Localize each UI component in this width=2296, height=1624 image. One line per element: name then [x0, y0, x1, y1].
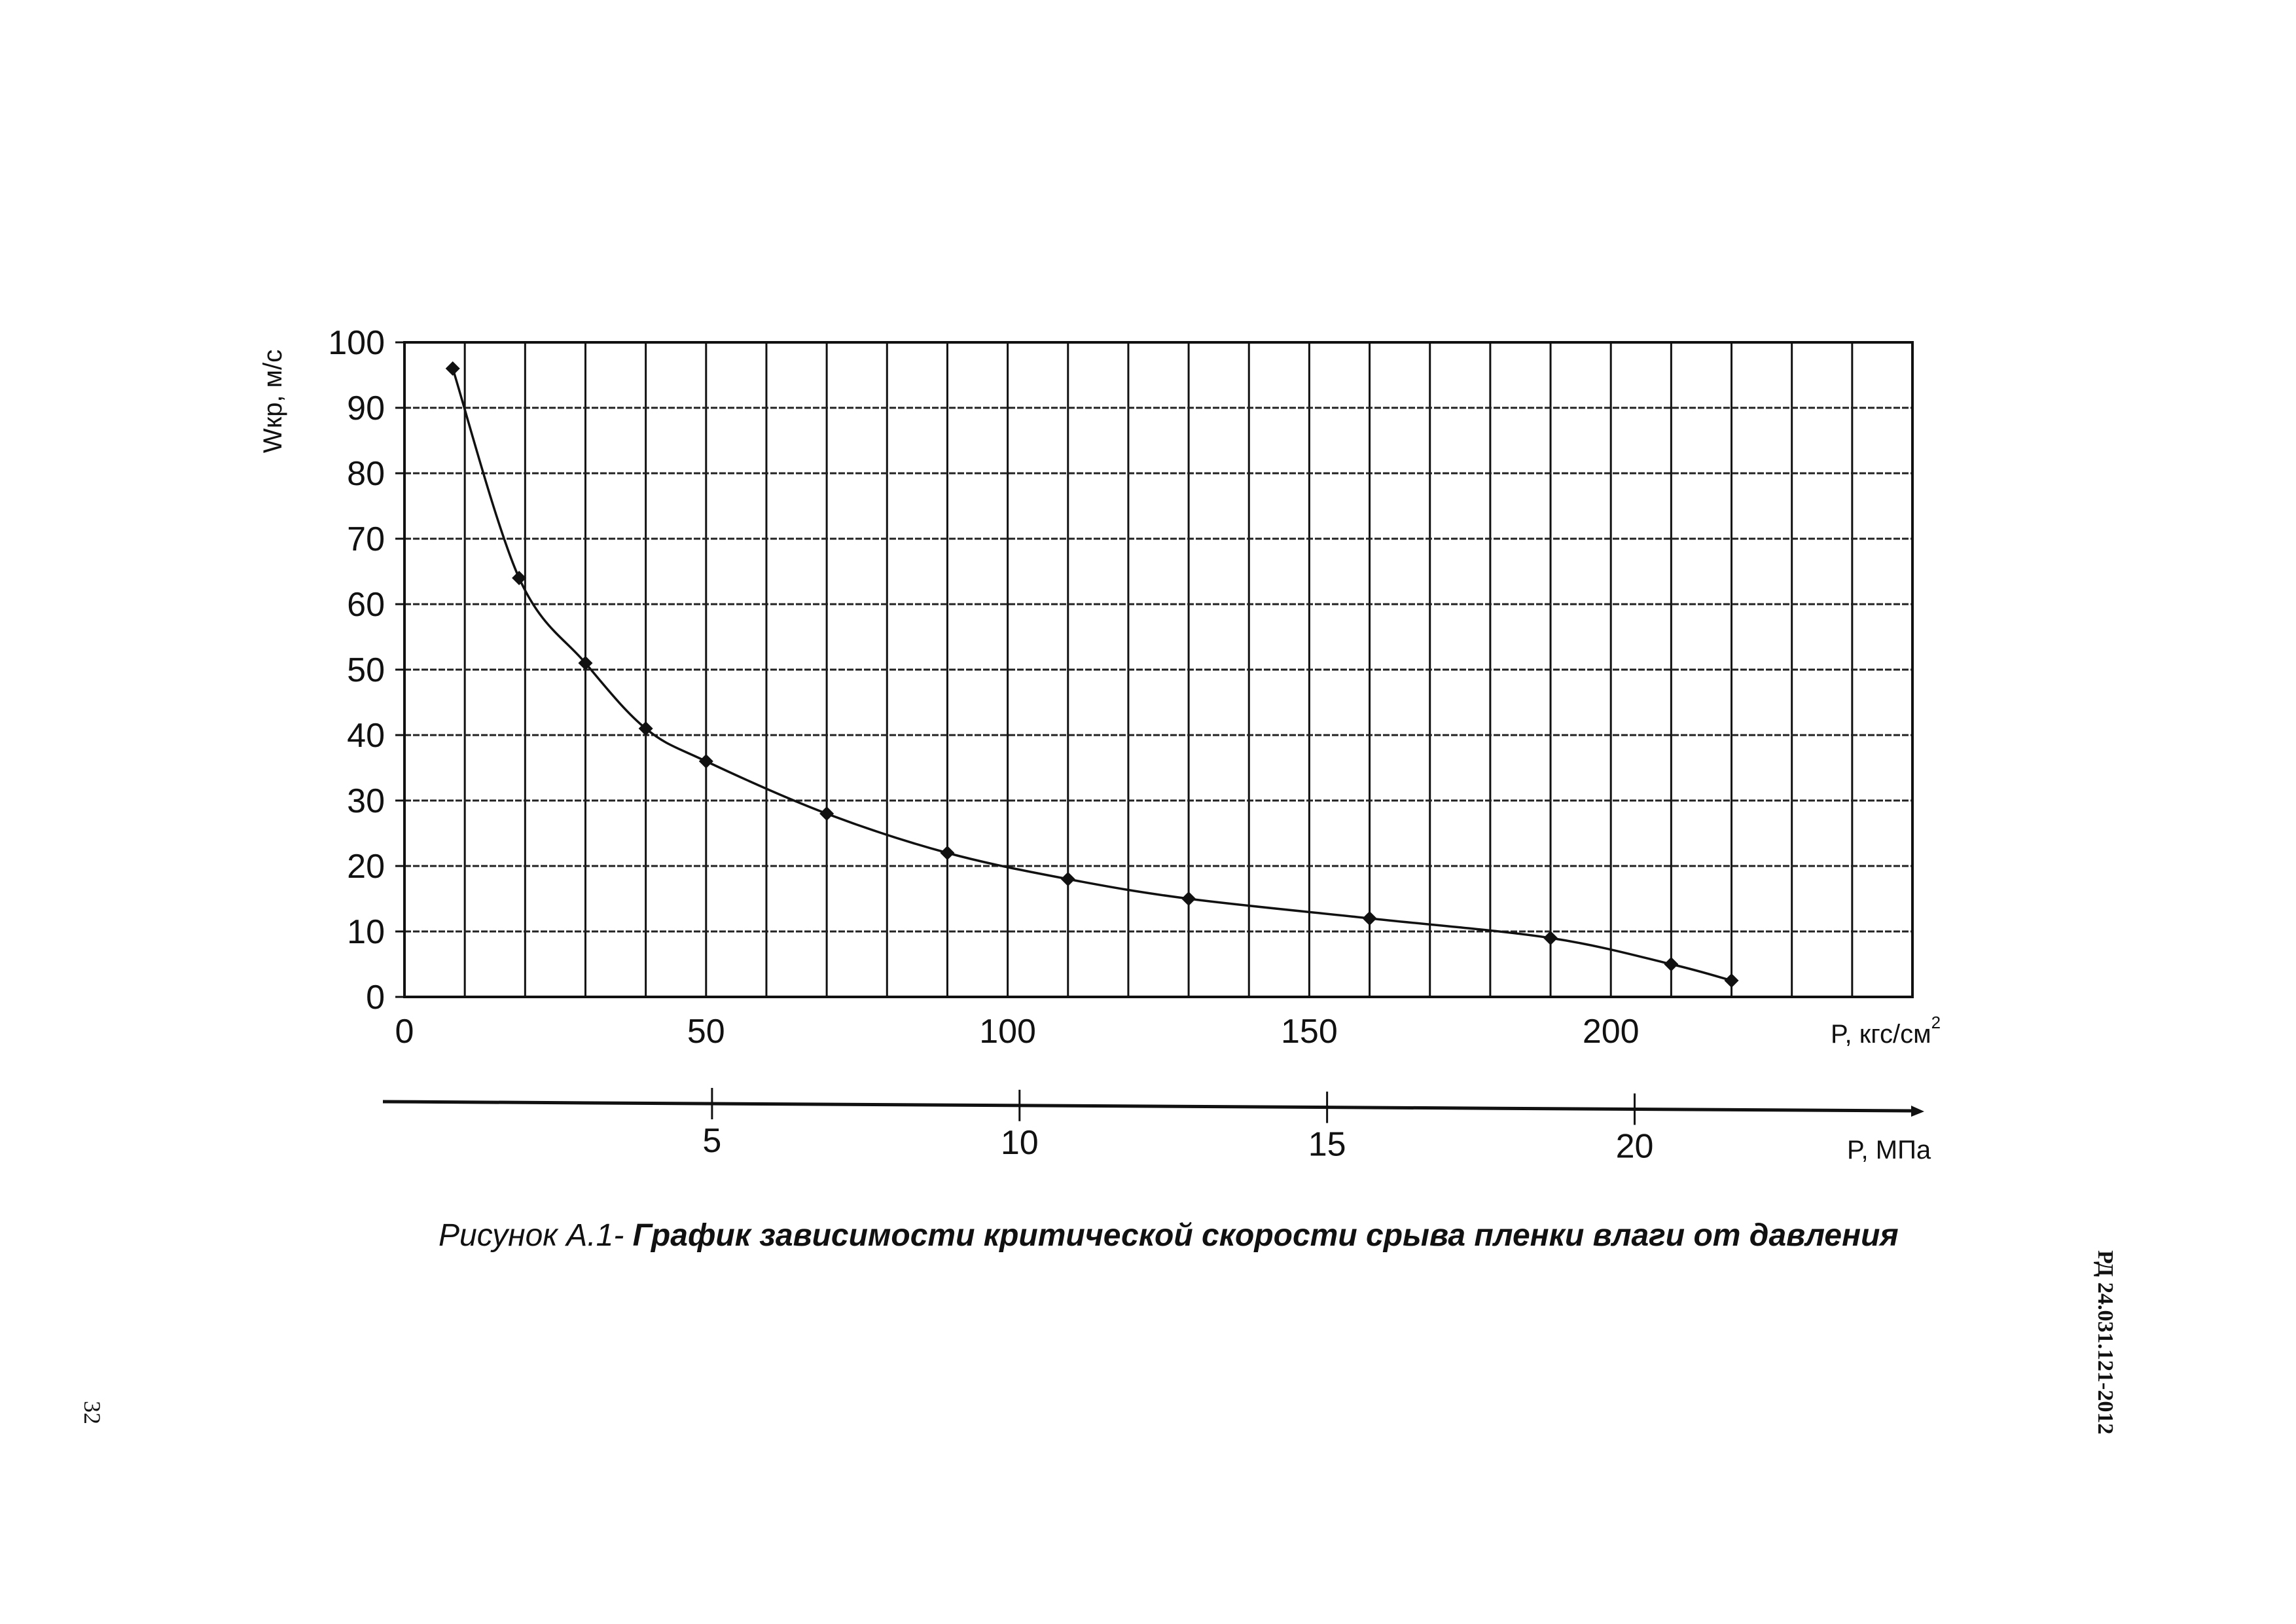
x-axis-ticks: 0 50 100 150 200 [395, 1013, 1640, 1051]
y-tick-label: 100 [328, 324, 385, 362]
x-axis-label-text: P, кгс/см [1831, 1020, 1931, 1049]
x-axis-label: P, кгс/см2 [1831, 1013, 1941, 1049]
secondary-x-axis: 5 10 15 20 [382, 1088, 1924, 1165]
x-tick-label: 0 [395, 1013, 414, 1051]
y-tick-label: 10 [347, 913, 385, 951]
y-tick-label: 70 [347, 520, 385, 558]
y-tick-label: 50 [347, 651, 385, 689]
data-point [1724, 973, 1739, 988]
series-line [452, 368, 1732, 982]
x-tick-label: 150 [1281, 1013, 1338, 1051]
secondary-axis-line [382, 1100, 1912, 1113]
caption-prefix: Рисунок А.1- [439, 1218, 624, 1253]
secondary-tick-label: 20 [1616, 1127, 1654, 1165]
y-tick-label: 30 [347, 782, 385, 820]
data-point [940, 846, 955, 860]
x-tick-label: 50 [687, 1013, 725, 1051]
y-axis-ticks: 0 10 20 30 40 50 60 70 80 90 100 [328, 324, 404, 1017]
y-tick-label: 0 [366, 979, 385, 1017]
secondary-axis-arrow [1911, 1106, 1924, 1117]
grid [404, 342, 1912, 997]
document-code: РД 24.031.121-2012 [2093, 1250, 2117, 1435]
y-tick-label: 80 [347, 455, 385, 493]
data-point [638, 721, 653, 736]
y-tick-label: 40 [347, 717, 385, 755]
data-point [1181, 892, 1196, 906]
data-point [512, 571, 527, 585]
series-markers [445, 361, 1739, 988]
data-point [1664, 957, 1679, 971]
x-axis-label-superscript: 2 [1931, 1013, 1941, 1032]
y-tick-label: 60 [347, 586, 385, 624]
figure-caption: Рисунок А.1- График зависимости критичес… [439, 1218, 2022, 1254]
secondary-tick-label: 5 [702, 1122, 721, 1160]
secondary-tick-label: 15 [1308, 1126, 1346, 1164]
data-point [819, 806, 834, 821]
caption-title: График зависимости критической скорости … [632, 1218, 1899, 1253]
y-axis-label: Wкр, м/с [259, 350, 287, 453]
y-tick-label: 90 [347, 389, 385, 427]
x-tick-label: 100 [979, 1013, 1036, 1051]
data-point [1060, 872, 1075, 886]
y-tick-label: 20 [347, 848, 385, 886]
data-point [1362, 911, 1377, 926]
data-point [445, 361, 460, 376]
data-point [1543, 931, 1558, 945]
data-point [698, 754, 713, 768]
x-tick-label: 200 [1583, 1013, 1640, 1051]
secondary-x-axis-label: P, МПа [1847, 1136, 1931, 1164]
secondary-tick-label: 10 [1001, 1124, 1039, 1162]
data-point [578, 656, 593, 670]
page-number: 32 [79, 1401, 105, 1424]
